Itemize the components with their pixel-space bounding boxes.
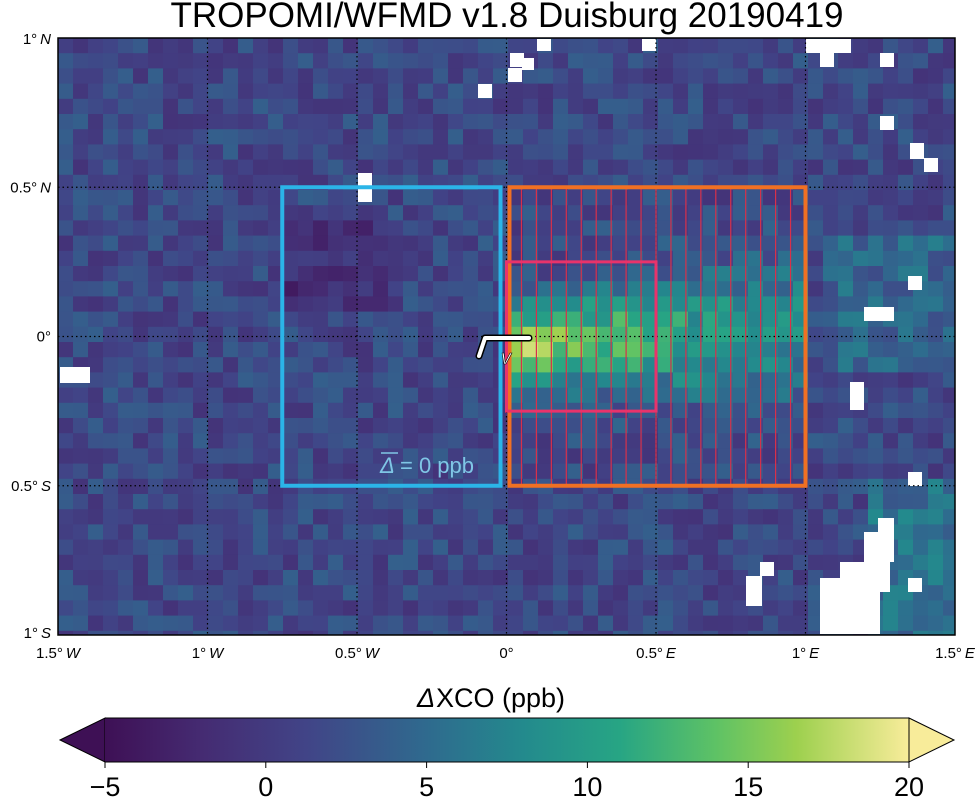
map-area — [58, 38, 955, 635]
x-tick-label: 0.5° E — [636, 645, 677, 662]
background-annotation: Δ = 0 ppb — [379, 452, 474, 478]
colorbar: −5 0 5 10 15 20 — [58, 717, 956, 800]
y-tick-label: 0° — [37, 329, 51, 346]
background-value: = 0 ppb — [400, 453, 474, 478]
y-tick-labels: 1° N 0.5° N 0° 0.5° S 1° S — [10, 31, 51, 642]
colorbar-tick-label: 10 — [572, 772, 602, 800]
x-tick-labels: 1.5° W 1° W 0.5° W 0° 0.5° E 1° E 1.5° E — [36, 645, 976, 662]
y-tick-label: 0.5° S — [11, 478, 51, 495]
colorbar-tick-label: 0 — [258, 772, 273, 800]
xco-heatmap — [58, 38, 955, 635]
delta-symbol: Δ — [379, 453, 395, 478]
x-tick-label: 1.5° W — [36, 645, 82, 662]
colorbar-label-text: XCO (ppb) — [436, 683, 565, 713]
colorbar-tick-label: 15 — [733, 772, 763, 800]
colorbar-ticks: −5 0 5 10 15 20 — [90, 762, 924, 800]
x-tick-label: 1.5° E — [935, 645, 976, 662]
figure-title: TROPOMI/WFMD v1.8 Duisburg 20190419 — [170, 0, 843, 35]
x-tick-label: 1° W — [192, 645, 225, 662]
x-tick-label: 0° — [499, 645, 513, 662]
colorbar-label-symbol: Δ — [416, 683, 435, 713]
map-frame — [57, 37, 956, 636]
colorbar-tick-label: 5 — [419, 772, 434, 800]
colorbar-tick-label: 20 — [894, 772, 924, 800]
x-tick-label: 1° E — [792, 645, 820, 662]
y-tick-label: 0.5° N — [10, 179, 51, 196]
x-tick-label: 0.5° W — [335, 645, 381, 662]
colorbar-tick-label: −5 — [90, 772, 121, 800]
colorbar-label: Δ XCO (ppb) — [416, 683, 565, 713]
y-tick-label: 1° S — [24, 625, 51, 642]
wind-symbol: v — [501, 347, 512, 369]
y-tick-label: 1° N — [23, 31, 51, 48]
wind-arrow-icon — [475, 334, 533, 360]
